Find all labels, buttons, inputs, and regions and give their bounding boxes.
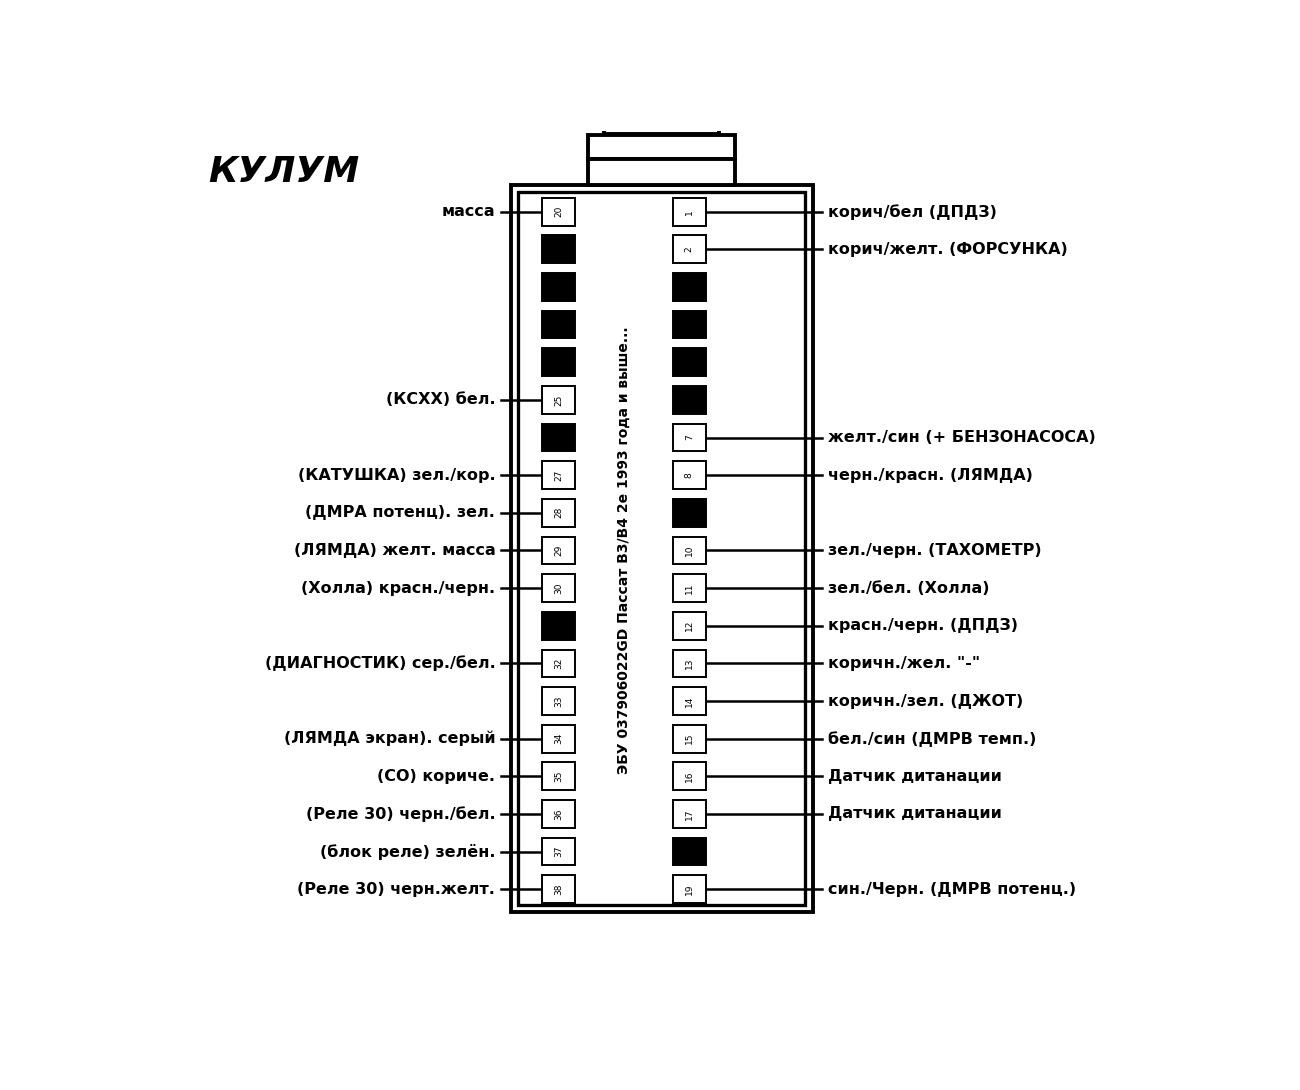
Bar [673,274,706,301]
Text: 11: 11 [685,582,694,594]
Bar [673,235,706,263]
Bar [542,650,575,677]
Bar [673,311,706,338]
Bar [542,838,575,865]
Text: зел./бел. (Холла): зел./бел. (Холла) [828,581,989,595]
Bar [511,184,812,912]
Bar [542,687,575,715]
Bar [673,197,706,226]
Text: коричн./жел. "-": коричн./жел. "-" [828,656,980,670]
Text: желт./син (+ БЕНЗОНАСОСА): желт./син (+ БЕНЗОНАСОСА) [828,431,1096,445]
Text: красн./черн. (ДПДЗ): красн./черн. (ДПДЗ) [828,618,1018,633]
Text: бел./син (ДМРВ темп.): бел./син (ДМРВ темп.) [828,730,1036,747]
Text: корич/бел (ДПДЗ): корич/бел (ДПДЗ) [828,204,997,219]
Bar [673,725,706,752]
Text: 2: 2 [685,246,694,252]
Text: (Холла) красн./черн.: (Холла) красн./черн. [302,581,495,595]
Text: 1: 1 [685,209,694,215]
Text: (ДМРА потенц). зел.: (ДМРА потенц). зел. [306,506,495,520]
Bar [673,574,706,602]
Bar [542,800,575,827]
Bar [542,574,575,602]
Bar [673,536,706,565]
Text: корич/желт. (ФОРСУНКА): корич/желт. (ФОРСУНКА) [828,242,1067,257]
Bar [542,461,575,489]
Bar [673,611,706,640]
Bar [542,725,575,752]
Text: 27: 27 [554,470,563,481]
Bar [673,800,706,827]
Bar [542,875,575,904]
Bar [542,311,575,338]
Bar [673,499,706,526]
Text: 19: 19 [685,884,694,895]
Bar [542,499,575,526]
Text: масса: масса [442,204,495,219]
Text: (ДИАГНОСТИК) сер./бел.: (ДИАГНОСТИК) сер./бел. [265,655,495,671]
Bar [542,274,575,301]
Text: ЭБУ 037906022GD Пасcат В3/В4 2е 1993 года и выше...: ЭБУ 037906022GD Пасcат В3/В4 2е 1993 год… [618,327,630,774]
Text: 17: 17 [685,808,694,820]
Bar [589,158,734,184]
Text: 36: 36 [554,808,563,820]
Bar [673,838,706,865]
Bar [673,687,706,715]
Text: 34: 34 [554,732,563,744]
Bar [542,197,575,226]
Text: 30: 30 [554,582,563,594]
Text: (КАТУШКА) зел./кор.: (КАТУШКА) зел./кор. [298,468,495,483]
Bar [519,193,805,905]
Bar [542,424,575,451]
Bar [673,349,706,376]
Text: 7: 7 [685,435,694,440]
Text: 8: 8 [685,472,694,479]
Text: (ЛЯМДА экран). серый: (ЛЯМДА экран). серый [283,731,495,747]
Bar [673,424,706,451]
Bar [673,386,706,414]
Text: 37: 37 [554,846,563,858]
Text: 35: 35 [554,771,563,782]
Text: (Реле 30) черн./бел.: (Реле 30) черн./бел. [306,807,495,822]
Text: 33: 33 [554,695,563,706]
Bar [542,611,575,640]
Text: зел./черн. (ТАХОМЕТР): зел./черн. (ТАХОМЕТР) [828,543,1041,558]
Text: 14: 14 [685,695,694,706]
Bar [604,109,719,134]
Text: 13: 13 [685,657,694,669]
Text: 20: 20 [554,206,563,217]
Text: 29: 29 [554,545,563,556]
Bar [673,461,706,489]
Bar [589,135,734,159]
Bar [542,763,575,790]
Text: черн./красн. (ЛЯМДА): черн./красн. (ЛЯМДА) [828,468,1032,483]
Text: 16: 16 [685,771,694,782]
Text: 38: 38 [554,884,563,895]
Text: 15: 15 [685,732,694,744]
Text: 32: 32 [554,657,563,669]
Bar [542,386,575,414]
Text: (ЛЯМДА) желт. масса: (ЛЯМДА) желт. масса [294,543,495,558]
Bar [673,763,706,790]
Text: (КСХХ) бел.: (КСХХ) бел. [386,392,495,408]
Text: 12: 12 [685,620,694,631]
Text: 25: 25 [554,395,563,405]
Bar [542,536,575,565]
Bar [673,875,706,904]
Text: 10: 10 [685,545,694,556]
Text: Датчик дитанации: Датчик дитанации [828,807,1002,822]
Text: коричн./зел. (ДЖОТ): коричн./зел. (ДЖОТ) [828,693,1023,708]
Text: Датчик дитанации: Датчик дитанации [828,768,1002,784]
Text: (блок реле) зелён.: (блок реле) зелён. [320,844,495,860]
Text: (СО) кориче.: (СО) кориче. [377,768,495,784]
Text: син./Черн. (ДМРВ потенц.): син./Черн. (ДМРВ потенц.) [828,882,1076,897]
Bar [673,650,706,677]
Text: (Реле 30) черн.желт.: (Реле 30) черн.желт. [298,882,495,897]
Text: 28: 28 [554,507,563,519]
Bar [542,349,575,376]
Text: КУЛУМ: КУЛУМ [208,156,359,190]
Bar [542,235,575,263]
